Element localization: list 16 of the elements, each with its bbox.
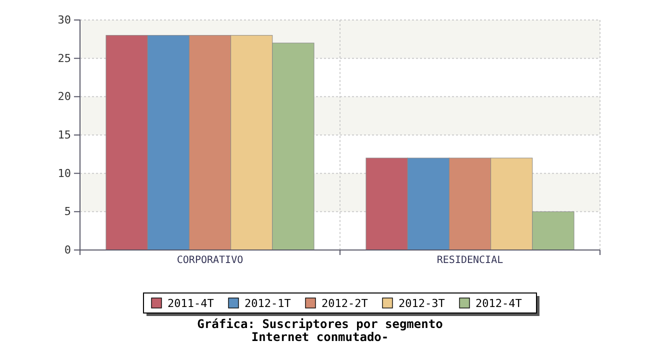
x-tick-label: RESIDENCIAL	[436, 255, 504, 266]
legend-label: 2011-4T	[168, 297, 214, 310]
y-tick-label: 30	[58, 14, 71, 27]
legend-label: 2012-1T	[244, 297, 292, 310]
y-tick-label: 0	[64, 244, 71, 257]
y-tick-label: 25	[58, 52, 71, 65]
legend-label: 2012-2T	[322, 297, 368, 310]
text: Internet conmutado-	[251, 330, 389, 344]
y-tick-label: 5	[64, 205, 71, 218]
legend-label: 2012-3T	[398, 297, 446, 310]
text: Gráfica: Suscriptores por segmento	[197, 317, 443, 331]
y-tick-label: 20	[58, 90, 71, 104]
legend-label: 2012-4T	[476, 297, 522, 310]
y-tick-label: 10	[58, 166, 71, 180]
y-tick-label: 15	[58, 128, 71, 142]
x-tick-label: CORPORATIVO	[176, 255, 244, 266]
